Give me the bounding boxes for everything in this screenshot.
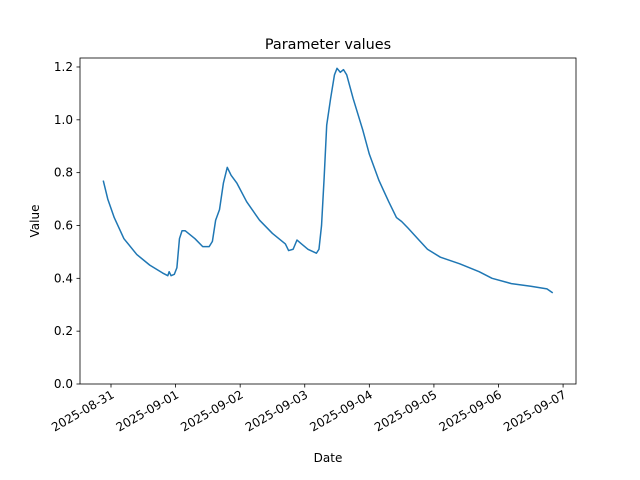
y-tick-label: 0.0 (54, 377, 73, 391)
plot-frame (79, 57, 577, 385)
x-axis-label: Date (314, 451, 343, 465)
y-axis-label: Value (28, 205, 42, 238)
y-tick-label: 0.2 (54, 324, 73, 338)
y-tick-label: 1.2 (54, 60, 73, 74)
data-line (102, 67, 554, 294)
y-tick-label: 0.8 (54, 166, 73, 180)
y-tick-label: 0.4 (54, 271, 73, 285)
chart-title: Parameter values (265, 37, 391, 53)
y-tick-label: 1.0 (54, 113, 73, 127)
y-tick-label: 0.6 (54, 218, 73, 232)
